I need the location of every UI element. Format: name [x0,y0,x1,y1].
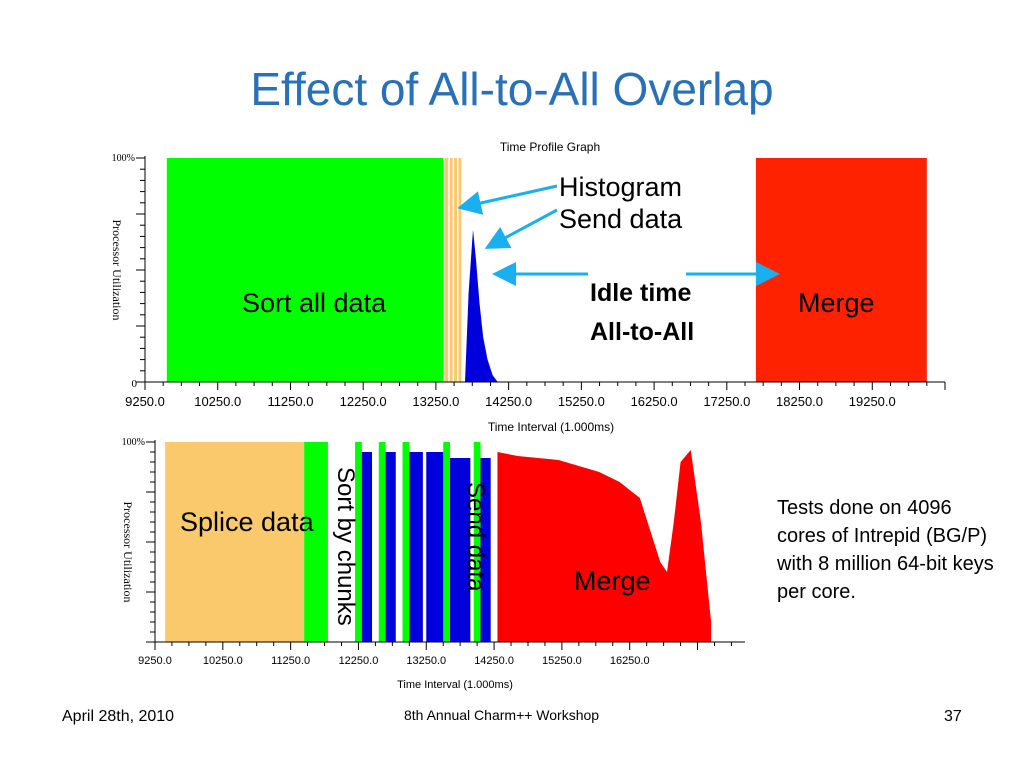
chart0-title: Time Profile Graph [500,140,600,154]
test-description: Tests done on 4096 cores of Intrepid (BG… [777,497,994,603]
chart0-series-1-bar-1 [449,158,453,382]
chart1-series-1-bar-3 [402,442,410,642]
chart0-y-tick-label-bottom: 0 [132,378,138,390]
chart1-series-0-bar-0 [165,442,305,642]
label-send-data-bottom: Send data [462,482,489,592]
chart1-x-axis-label: Time Interval (1.000ms) [397,679,513,691]
chart1-x-tick-label-3: 12250.0 [339,655,379,667]
chart1-x-tick-label-1: 10250.0 [203,655,243,667]
chart1-x-tick-label-5: 14250.0 [474,655,514,667]
label-merge-top: Merge [798,288,875,318]
chart0-series-1-bar-3 [458,158,462,382]
slide-number: 37 [944,708,962,725]
chart0-x-tick-label-6: 15250.0 [558,394,605,409]
chart0-series-1-bar-0 [444,158,449,382]
chart1-series-2-bar-4 [450,458,471,642]
chart1-series-1-bar-5 [473,442,481,642]
chart1-series-1-bar-2 [378,442,386,642]
chart1-y-axis-label: Processor Utilization [121,502,135,603]
label-all-to-all: All-to-All [590,318,695,346]
send-data-arrow [484,208,558,249]
chart1-series-2-bar-5 [480,458,491,642]
label-merge-bottom: Merge [574,566,651,596]
label-histogram: Histogram [559,172,683,202]
histogram-arrow [457,184,558,215]
chart0-x-tick-label-7: 16250.0 [631,394,678,409]
chart1-x-tick-label-4: 13250.0 [406,655,446,667]
label-splice-data: Splice data [180,507,314,537]
chart1-x-tick-label-2: 11250.0 [271,655,310,667]
chart0-x-tick-label-9: 18250.0 [776,394,823,409]
chart1-series-3-area [497,450,712,642]
chart1-series-2-bar-0 [361,452,373,642]
label-sort-by-chunks: Sort by chunks [332,467,359,626]
chart0-x-tick-label-0: 9250.0 [125,394,165,409]
chart1-series-1-bar-4 [443,442,450,642]
chart0-x-tick-label-4: 13250.0 [412,394,459,409]
chart0-x-tick-label-5: 14250.0 [485,394,532,409]
chart0-series-1-bar-2 [454,158,457,382]
chart0-y-axis-label: Processor Utilization [110,220,124,321]
chart1-series-2-bar-2 [409,452,423,642]
chart0-x-tick-label-2: 11250.0 [267,394,313,409]
footer-workshop: 8th Annual Charm++ Workshop [404,707,600,723]
label-send-data-top: Send data [559,204,683,234]
chart0-x-tick-label-1: 10250.0 [194,394,241,409]
chart1-series-2-bar-3 [426,452,444,642]
chart0-y-tick-label-top: 100% [112,153,135,164]
slide-title: Effect of All-to-All Overlap [250,63,774,115]
chart1-series-1-bar-0 [304,442,328,642]
chart1-series-1-bar-1 [355,442,362,642]
chart1-x-tick-label-7: 16250.0 [610,655,650,667]
chart0-series-0-bar-0 [166,158,444,382]
chart1-y-tick-label-top: 100% [122,437,145,448]
label-idle-time: Idle time [590,279,692,307]
chart0-x-tick-label-10: 19250.0 [849,394,896,409]
chart1-x-tick-label-0: 9250.0 [138,655,172,667]
label-sort-all-data: Sort all data [242,288,387,318]
chart1-x-tick-label-6: 15250.0 [542,655,582,667]
chart0-x-tick-label-8: 17250.0 [703,394,750,409]
footer-date: April 28th, 2010 [62,708,175,725]
chart0-x-tick-label-3: 12250.0 [340,394,387,409]
chart0-series-3-bar-0 [755,158,927,382]
chart1-series-2-bar-1 [385,452,396,642]
chart0-series-2-area [465,229,498,382]
chart0-x-axis-label: Time Interval (1.000ms) [488,420,614,434]
